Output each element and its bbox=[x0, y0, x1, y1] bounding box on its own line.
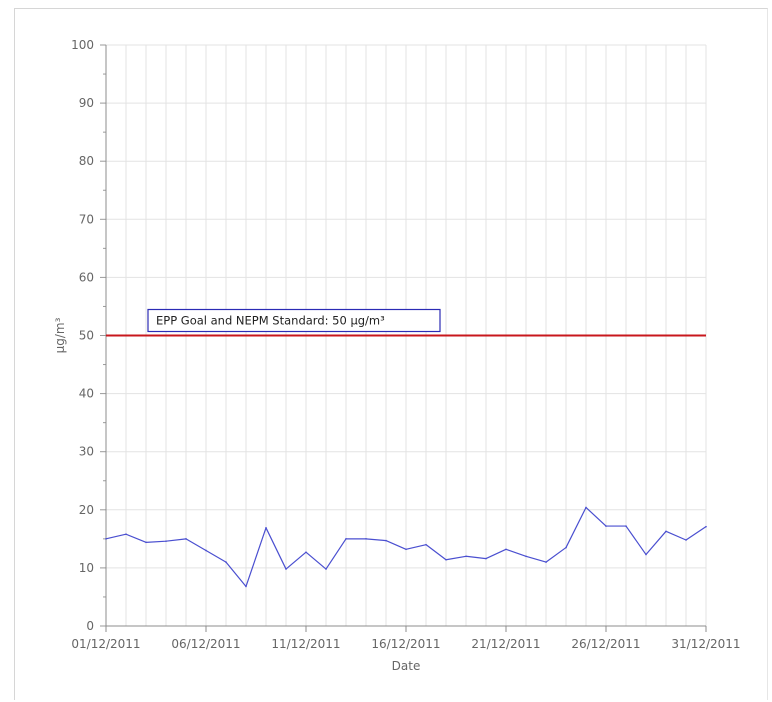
data-point bbox=[305, 551, 307, 554]
data-point bbox=[445, 558, 447, 561]
data-point bbox=[125, 533, 127, 536]
axes bbox=[100, 44, 707, 632]
y-tick-label: 80 bbox=[79, 154, 94, 168]
data-point bbox=[565, 546, 567, 549]
data-point bbox=[465, 555, 467, 558]
reference-annotation-label: EPP Goal and NEPM Standard: 50 µg/m³ bbox=[156, 314, 385, 328]
y-tick-label: 10 bbox=[79, 561, 94, 575]
y-tick-label: 60 bbox=[79, 270, 94, 284]
data-point bbox=[425, 543, 427, 546]
data-point bbox=[165, 540, 167, 542]
reference-annotation-box bbox=[147, 308, 441, 333]
reference-line-group: EPP Goal and NEPM Standard: 50 µg/m³ bbox=[106, 308, 706, 337]
x-tick-label: 01/12/2011 bbox=[71, 637, 140, 651]
data-point bbox=[105, 538, 107, 540]
data-point bbox=[645, 553, 647, 556]
chart-frame bbox=[14, 8, 768, 700]
y-tick-label: 100 bbox=[71, 38, 94, 52]
data-point bbox=[665, 530, 667, 533]
data-point bbox=[225, 561, 227, 563]
data-point bbox=[605, 525, 607, 527]
data-point bbox=[185, 538, 187, 540]
data-point bbox=[345, 538, 347, 540]
data-point bbox=[385, 539, 387, 542]
data-point bbox=[205, 549, 207, 552]
y-tick-label: 40 bbox=[79, 387, 94, 401]
y-tick-label: 20 bbox=[79, 503, 94, 517]
y-tick-label: 50 bbox=[79, 329, 94, 343]
data-point bbox=[145, 541, 147, 544]
x-axis-title: Date bbox=[392, 659, 421, 673]
y-axis-title: µg/m³ bbox=[53, 317, 67, 353]
x-tick-label: 21/12/2011 bbox=[471, 637, 540, 651]
data-point bbox=[705, 525, 707, 528]
x-tick-label: 06/12/2011 bbox=[171, 637, 240, 651]
data-point bbox=[585, 506, 587, 509]
data-point bbox=[545, 561, 547, 563]
data-point bbox=[525, 555, 527, 558]
y-tick-label: 0 bbox=[86, 619, 94, 633]
data-point bbox=[285, 568, 287, 570]
data-point bbox=[265, 527, 267, 529]
data-point bbox=[625, 525, 627, 527]
y-tick-label: 70 bbox=[79, 212, 94, 226]
series-group bbox=[105, 506, 707, 588]
tick-labels: 0 10 20 30 40 50 60 70 80 90 100 01/12/2011 06/12/20… bbox=[71, 38, 740, 651]
data-point bbox=[685, 539, 687, 541]
data-point bbox=[245, 585, 247, 588]
data-point bbox=[485, 557, 487, 560]
y-tick-label: 30 bbox=[79, 445, 94, 459]
x-tick-label: 31/12/2011 bbox=[671, 637, 740, 651]
data-point bbox=[405, 548, 407, 551]
data-point bbox=[505, 548, 507, 551]
x-tick-label: 26/12/2011 bbox=[571, 637, 640, 651]
data-point bbox=[365, 538, 367, 540]
x-tick-label: 16/12/2011 bbox=[371, 637, 440, 651]
x-tick-label: 11/12/2011 bbox=[271, 637, 340, 651]
y-tick-label: 90 bbox=[79, 96, 94, 110]
data-point bbox=[325, 568, 327, 570]
